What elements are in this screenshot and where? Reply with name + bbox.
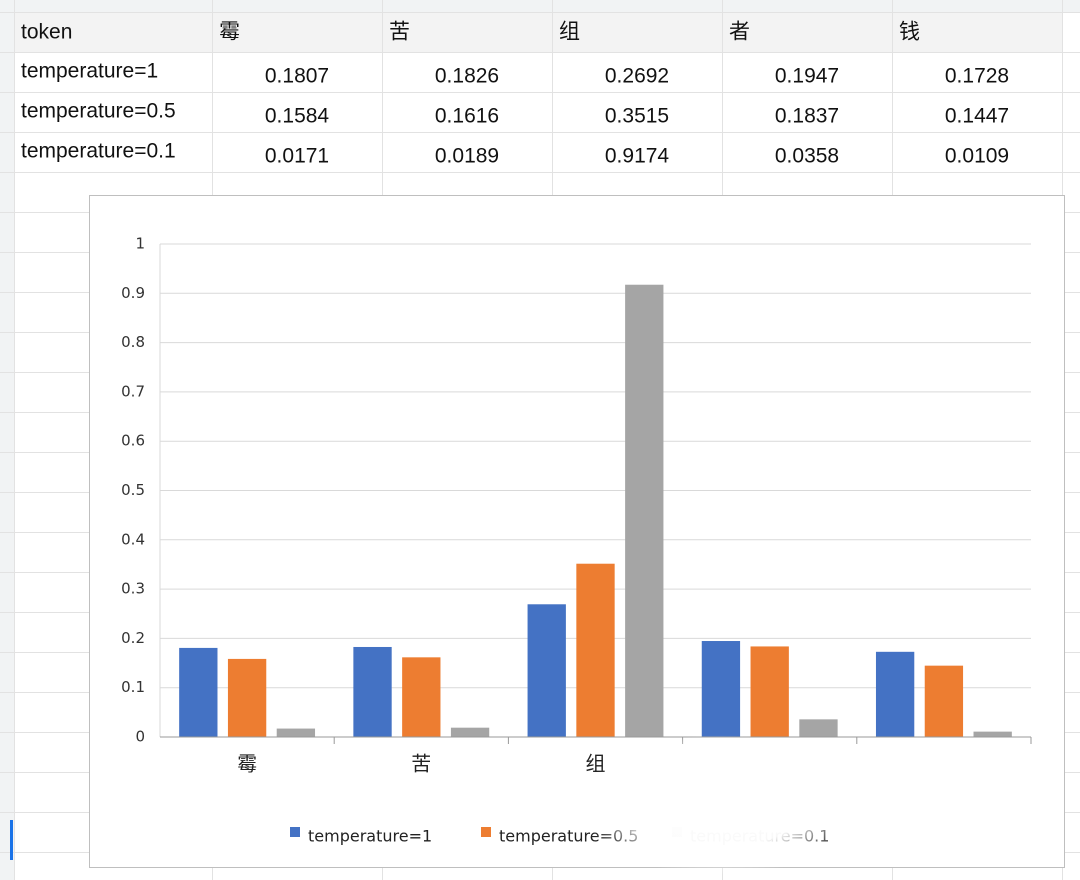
header-row-bg bbox=[14, 12, 1062, 52]
y-tick-label: 0.1 bbox=[121, 678, 145, 696]
cell: 0.1807 bbox=[265, 65, 329, 88]
cell: 0.1584 bbox=[265, 105, 330, 128]
cell: 0.1447 bbox=[945, 105, 1009, 128]
bar bbox=[402, 657, 441, 737]
bar bbox=[227, 658, 267, 737]
selection-marker bbox=[10, 820, 13, 860]
bar bbox=[353, 646, 392, 737]
header-cell: 钱 bbox=[899, 21, 920, 44]
legend-swatch bbox=[481, 827, 491, 837]
y-tick-label: 0.4 bbox=[121, 530, 145, 548]
bar bbox=[875, 651, 915, 737]
cell: 0.0109 bbox=[945, 145, 1009, 168]
chart-frame bbox=[89, 195, 1065, 868]
bar bbox=[973, 731, 1012, 737]
header-cell: 者 bbox=[729, 21, 750, 44]
bar bbox=[576, 563, 615, 737]
header-cell: 苦 bbox=[389, 21, 410, 44]
y-tick-label: 0.3 bbox=[121, 580, 145, 598]
bar bbox=[701, 641, 741, 737]
bar bbox=[276, 728, 316, 737]
bar bbox=[924, 665, 964, 737]
cell: 0.9174 bbox=[605, 145, 670, 168]
row-label: temperature=0.5 bbox=[21, 100, 176, 123]
top-strip bbox=[0, 0, 1080, 12]
table: token 霉 苦 组 者 钱 temperature=1 0.1807 0.1826 0.269… bbox=[21, 21, 1009, 168]
y-tick-label: 0.6 bbox=[121, 432, 145, 450]
cell: 0.0189 bbox=[435, 145, 499, 168]
y-tick-label: 0.2 bbox=[121, 629, 145, 647]
bar bbox=[450, 727, 490, 737]
y-tick-label: 0.5 bbox=[121, 481, 145, 499]
cell: 0.1837 bbox=[775, 105, 839, 128]
cell: 0.0358 bbox=[775, 145, 839, 168]
bar bbox=[625, 284, 664, 737]
cell: 0.1947 bbox=[775, 65, 839, 88]
cell: 0.1826 bbox=[435, 65, 499, 88]
row-label: temperature=1 bbox=[21, 60, 158, 83]
bar bbox=[179, 647, 218, 737]
y-tick-label: 0.9 bbox=[121, 284, 145, 302]
bar bbox=[527, 604, 566, 737]
y-tick-label: 0 bbox=[135, 728, 145, 746]
x-tick-label: 苦 bbox=[411, 752, 431, 775]
x-tick-label: 霉 bbox=[237, 753, 257, 775]
cell: 0.1728 bbox=[945, 65, 1009, 88]
y-tick-label: 0.8 bbox=[121, 333, 145, 351]
chart: 00.10.20.30.40.50.60.70.80.91霉苦组temperat… bbox=[121, 235, 1032, 875]
y-tick-label: 0.7 bbox=[121, 382, 145, 400]
cell: 0.0171 bbox=[265, 145, 329, 168]
cell: 0.1616 bbox=[435, 105, 499, 128]
legend-swatch bbox=[290, 827, 300, 837]
row-label: temperature=0.1 bbox=[21, 140, 176, 163]
y-tick-label: 1 bbox=[135, 235, 145, 253]
blur-overlay bbox=[580, 735, 860, 875]
header-cell: 霉 bbox=[219, 21, 240, 44]
header-cell: 组 bbox=[559, 21, 580, 44]
cell: 0.3515 bbox=[605, 105, 669, 128]
legend-label: temperature=1 bbox=[308, 827, 432, 846]
header-cell: token bbox=[21, 21, 72, 44]
cell: 0.2692 bbox=[605, 65, 669, 88]
bar bbox=[799, 719, 838, 737]
row-header-strip bbox=[0, 0, 14, 880]
bar bbox=[750, 646, 789, 737]
